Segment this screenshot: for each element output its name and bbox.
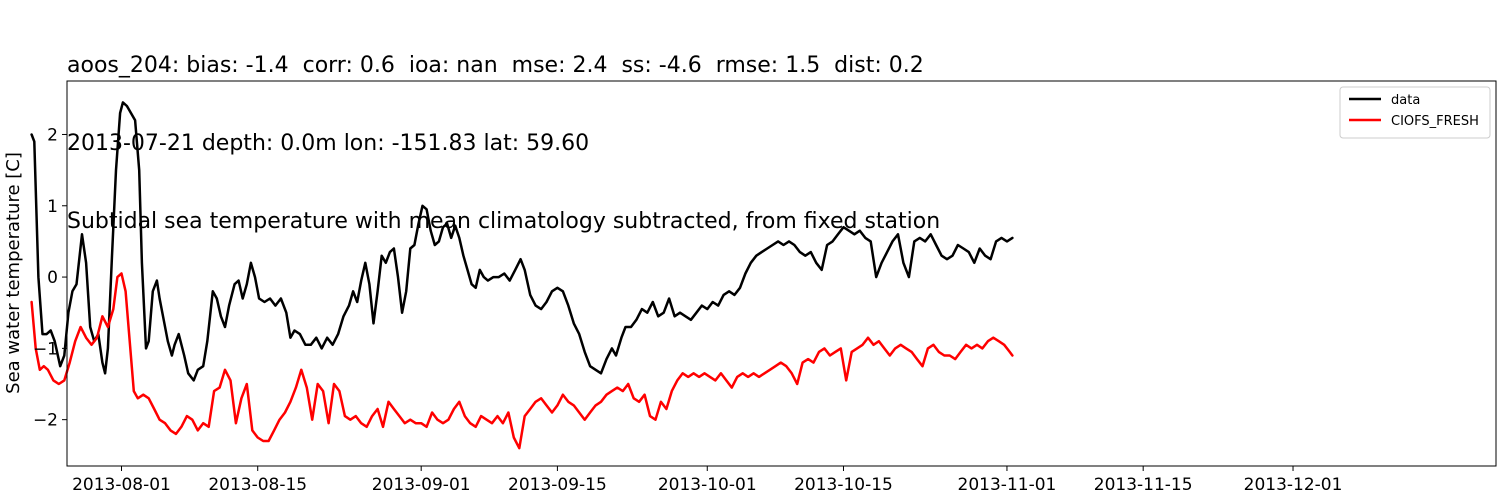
- y-tick-label: −1: [33, 339, 58, 359]
- series-line-data: [30, 101, 1014, 382]
- x-tick-label: 2013-08-15: [208, 475, 307, 495]
- title-line-location: 2013-07-21 depth: 0.0m lon: -151.83 lat:…: [67, 131, 590, 156]
- y-axis-label: Sea water temperature [C]: [3, 152, 24, 394]
- legend: data CIOFS_FRESH: [1339, 86, 1491, 139]
- x-tick-label: 2013-10-15: [794, 475, 893, 495]
- y-tick-label: 2: [47, 125, 58, 145]
- y-tick-label: 0: [47, 268, 58, 288]
- title-line-description: Subtidal sea temperature with mean clima…: [67, 209, 941, 234]
- axes-frame: [66, 80, 1497, 467]
- x-tick-label: 2013-11-01: [958, 475, 1057, 495]
- x-tick-label: 2013-08-01: [72, 475, 171, 495]
- x-tick-label: 2013-12-01: [1244, 475, 1343, 495]
- y-tick-label: 1: [47, 197, 58, 217]
- x-tick-label: 2013-10-01: [658, 475, 757, 495]
- plot-lines: [30, 101, 1014, 450]
- x-tick-label: 2013-09-15: [508, 475, 607, 495]
- x-tick-label: 2013-11-15: [1094, 475, 1193, 495]
- y-tick-label: −2: [33, 411, 58, 431]
- title-line-stats: aoos_204: bias: -1.4 corr: 0.6 ioa: nan …: [67, 53, 924, 78]
- legend-label-data: data: [1391, 93, 1420, 108]
- x-axis: 2013-08-01 2013-08-15 2013-09-01 2013-09-15…: [72, 466, 1342, 495]
- y-axis: 2 1 0 −1 −2: [33, 125, 67, 431]
- series-line-ciofs-fresh: [30, 272, 1014, 450]
- chart-title: aoos_204: bias: -1.4 corr: 0.6 ioa: nan …: [67, 1, 940, 261]
- x-tick-label: 2013-09-01: [372, 475, 471, 495]
- legend-label-ciofs-fresh: CIOFS_FRESH: [1391, 114, 1479, 129]
